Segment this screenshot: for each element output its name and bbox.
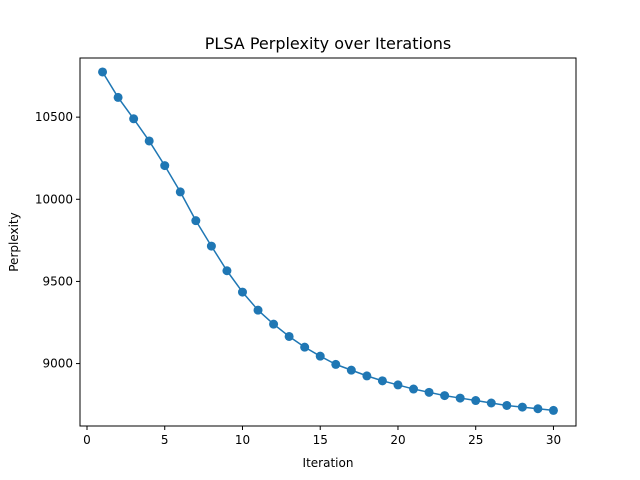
data-point — [269, 319, 279, 329]
plot-area — [79, 57, 577, 427]
data-point — [315, 351, 325, 361]
x-tick-label: 30 — [546, 433, 561, 447]
data-point — [300, 342, 310, 352]
data-point — [346, 365, 356, 375]
data-point — [144, 136, 154, 146]
y-tick-label: 10000 — [35, 192, 73, 206]
data-point — [129, 114, 139, 124]
x-axis-label: Iteration — [303, 456, 354, 470]
data-point — [393, 380, 403, 390]
x-tick-label: 25 — [468, 433, 483, 447]
data-point — [517, 402, 527, 412]
data-point — [424, 387, 434, 397]
data-point — [253, 305, 263, 315]
data-point — [98, 67, 108, 77]
data-point — [191, 216, 201, 226]
data-point — [440, 391, 450, 401]
data-point — [160, 161, 170, 171]
data-point — [502, 400, 512, 410]
x-tick-label: 5 — [161, 433, 169, 447]
data-point — [237, 287, 247, 297]
x-tick-label: 0 — [83, 433, 91, 447]
data-point — [377, 376, 387, 386]
data-point — [455, 393, 465, 403]
y-axis-label: Perplexity — [7, 212, 21, 272]
x-tick-label: 10 — [235, 433, 250, 447]
x-tick-label: 20 — [390, 433, 405, 447]
x-axis-ticks: 0 5 10 15 20 25 30 — [83, 426, 561, 447]
x-tick-label: 15 — [313, 433, 328, 447]
data-point — [175, 187, 185, 197]
data-point — [548, 405, 558, 415]
data-point — [409, 384, 419, 394]
series-layer — [98, 67, 558, 415]
data-point — [362, 371, 372, 381]
data-point — [206, 241, 216, 251]
data-point — [284, 331, 294, 341]
chart-title: PLSA Perplexity over Iterations — [205, 34, 451, 53]
data-point — [486, 398, 496, 408]
y-tick-label: 9500 — [42, 274, 73, 288]
y-tick-label: 9000 — [42, 357, 73, 371]
y-tick-label: 10500 — [35, 110, 73, 124]
y-axis-ticks: 9000 9500 10000 10500 — [35, 110, 80, 371]
data-point — [533, 404, 543, 414]
data-point — [471, 396, 481, 406]
data-point — [331, 359, 341, 369]
data-point — [222, 266, 232, 276]
data-point — [113, 92, 123, 102]
